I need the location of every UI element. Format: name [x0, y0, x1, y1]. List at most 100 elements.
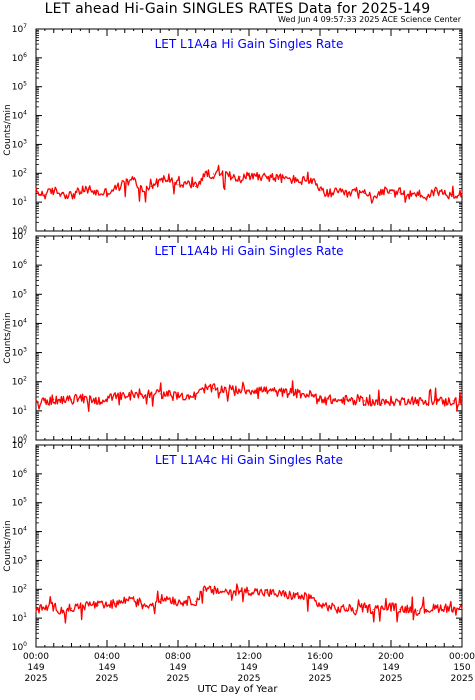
series-line — [35, 583, 463, 624]
data-point — [399, 401, 401, 403]
data-point — [79, 606, 81, 608]
series-line — [35, 164, 463, 204]
data-point — [292, 595, 294, 597]
x-tick-day-label: 149 — [382, 663, 399, 673]
x-axis-label: UTC Day of Year — [197, 684, 278, 695]
data-point — [35, 608, 37, 611]
data-point — [221, 388, 223, 390]
data-point — [62, 192, 64, 195]
data-point — [150, 185, 152, 188]
data-point — [266, 176, 268, 178]
data-point — [301, 393, 303, 395]
x-tick-time-label: 16:00 — [307, 652, 333, 662]
data-point — [310, 394, 312, 396]
data-point — [97, 192, 99, 195]
data-point — [372, 608, 374, 611]
data-point — [417, 610, 419, 612]
data-point — [425, 402, 428, 405]
data-point — [257, 174, 259, 176]
data-point — [337, 608, 339, 611]
data-point — [230, 175, 232, 177]
data-point — [417, 192, 419, 195]
data-point — [461, 401, 463, 403]
y-tick-label: 106 — [12, 52, 27, 64]
data-point — [390, 192, 392, 195]
y-tick-label: 103 — [12, 554, 27, 566]
data-point — [275, 593, 277, 595]
data-point — [239, 590, 241, 592]
data-point — [53, 398, 55, 400]
data-point — [417, 400, 419, 402]
data-point — [62, 610, 64, 612]
x-tick-year-label: 2025 — [238, 674, 261, 684]
y-tick-label: 104 — [12, 110, 27, 122]
data-point — [204, 589, 206, 591]
data-point — [186, 394, 188, 396]
data-point — [88, 398, 90, 400]
data-point — [319, 604, 321, 606]
data-point — [390, 400, 392, 402]
data-point — [328, 192, 330, 195]
x-tick-day-label: 149 — [240, 663, 257, 673]
data-point — [70, 399, 73, 401]
data-point — [44, 607, 46, 609]
data-point — [159, 393, 161, 395]
x-tick-year-label: 2025 — [309, 674, 332, 684]
x-tick-year-label: 2025 — [96, 674, 119, 684]
x-tick-day-label: 150 — [453, 663, 470, 673]
data-point — [319, 397, 321, 399]
data-point — [195, 600, 197, 603]
y-tick-label: 102 — [12, 583, 27, 595]
y-axis-label: Counts/min — [3, 104, 13, 155]
x-tick-time-label: 04:00 — [94, 652, 120, 662]
data-point — [115, 602, 117, 605]
data-point — [204, 387, 206, 389]
data-point — [177, 396, 179, 398]
data-point — [408, 194, 410, 196]
data-point — [88, 603, 90, 605]
data-point — [70, 607, 73, 609]
x-tick-time-label: 08:00 — [165, 652, 191, 662]
data-point — [310, 179, 312, 181]
y-tick-label: 106 — [12, 259, 27, 271]
data-point — [283, 392, 286, 394]
x-tick-year-label: 2025 — [167, 674, 190, 684]
data-point — [461, 607, 463, 609]
y-axis-label: Counts/min — [3, 312, 13, 363]
panel-title: LET L1A4a Hi Gain Singles Rate — [155, 37, 344, 51]
series-line — [35, 380, 463, 412]
y-tick-label: 104 — [12, 526, 27, 538]
data-point — [381, 402, 383, 405]
data-point — [372, 196, 374, 198]
data-point — [408, 398, 410, 400]
y-tick-label: 105 — [12, 497, 27, 509]
data-point — [399, 608, 401, 611]
x-tick-time-label: 12:00 — [236, 652, 262, 662]
data-point — [266, 389, 268, 392]
x-tick-day-label: 149 — [169, 663, 186, 673]
data-point — [212, 388, 215, 390]
data-point — [443, 401, 445, 403]
x-tick-time-label: 00:00 — [23, 652, 49, 662]
x-tick-day-label: 149 — [27, 663, 44, 673]
data-point — [301, 180, 303, 182]
x-tick-year-label: 2025 — [25, 674, 48, 684]
data-point — [230, 388, 232, 390]
data-point — [115, 396, 117, 398]
x-tick-time-label: 00:00 — [449, 652, 475, 662]
y-tick-label: 103 — [12, 347, 27, 359]
data-point — [443, 192, 445, 195]
data-point — [354, 190, 357, 192]
data-point — [133, 179, 135, 181]
data-point — [53, 190, 55, 192]
y-tick-label: 107 — [12, 439, 27, 451]
y-tick-label: 107 — [12, 23, 27, 35]
data-point — [354, 401, 357, 403]
data-point — [221, 174, 223, 176]
data-point — [44, 401, 46, 403]
